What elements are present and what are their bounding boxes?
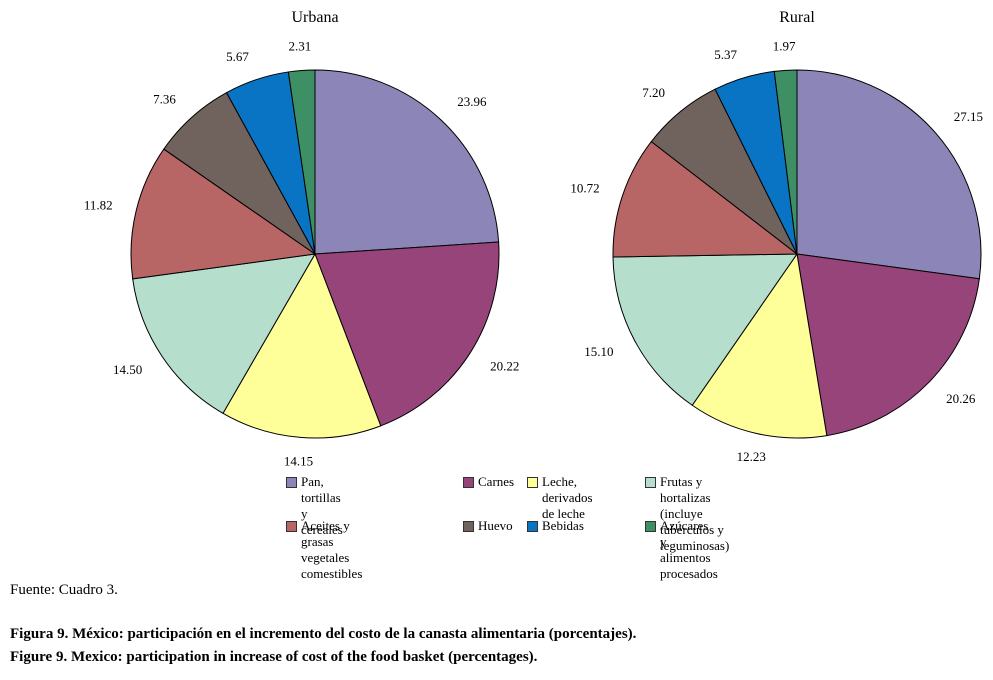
data-label-rural-5: 7.20 xyxy=(642,85,665,100)
legend-label: Pan, tortillas y cereales xyxy=(301,474,343,537)
legend-label: Azúcares y alimentos procesados xyxy=(660,518,718,581)
data-label-urbana-4: 11.82 xyxy=(84,198,113,213)
source-note: Fuente: Cuadro 3. xyxy=(10,582,118,598)
legend-label: Frutas y hortalizas (incluye tubérculos … xyxy=(660,474,730,553)
legend-label: Huevo xyxy=(478,518,513,533)
legend-swatch xyxy=(645,477,656,488)
slice-urbana-2 xyxy=(222,252,382,439)
data-label-urbana-3: 14.50 xyxy=(113,362,142,377)
data-label-rural-2: 12.23 xyxy=(737,449,766,464)
slice-rural-7 xyxy=(773,69,798,255)
slice-urbana-4 xyxy=(130,148,317,280)
data-label-rural-6: 5.37 xyxy=(714,47,737,62)
slice-rural-1 xyxy=(796,253,980,437)
legend-swatch xyxy=(645,521,656,532)
legend-swatch xyxy=(463,521,474,532)
chart-title-rural: Rural xyxy=(779,9,815,26)
legend-swatch xyxy=(286,521,297,532)
data-label-rural-0: 27.15 xyxy=(954,109,983,124)
data-label-urbana-0: 23.96 xyxy=(457,94,487,109)
data-label-urbana-5: 7.36 xyxy=(153,91,176,106)
data-label-rural-4: 10.72 xyxy=(570,181,599,196)
slice-rural-2 xyxy=(691,252,828,439)
slice-urbana-3 xyxy=(132,253,316,415)
legend-swatch xyxy=(527,477,538,488)
data-label-urbana-7: 2.31 xyxy=(289,39,312,54)
slice-rural-4 xyxy=(612,140,799,258)
data-label-rural-3: 15.10 xyxy=(584,344,613,359)
slice-rural-0 xyxy=(796,69,982,280)
legend-label: Aceites y grasas vegetales comestibles xyxy=(301,518,363,581)
legend-label: Carnes xyxy=(478,474,515,489)
caption-english: Figure 9. Mexico: participation in incre… xyxy=(10,649,538,665)
data-label-urbana-1: 20.22 xyxy=(490,358,519,373)
chart-title-urbana: Urbana xyxy=(291,9,338,26)
legend-label: Leche, derivados de leche xyxy=(542,474,593,521)
slice-rural-3 xyxy=(612,253,798,406)
data-label-urbana-6: 5.67 xyxy=(226,49,249,64)
slice-urbana-0 xyxy=(314,69,500,255)
pie-rural: Rural 27.15 20.26 12.23 15.10 10.72 7.20 5.37 1.… xyxy=(570,9,983,464)
pie-charts: Urbana 23.96 20.22 14.15 14.50 11.82 7.36 5.67 2… xyxy=(84,9,983,468)
data-label-rural-1: 20.26 xyxy=(946,391,976,406)
data-label-urbana-2: 14.15 xyxy=(284,453,313,468)
legend-swatch xyxy=(463,477,474,488)
slice-urbana-7 xyxy=(287,69,316,255)
legend-label: Bebidas xyxy=(542,518,584,533)
legend-swatch xyxy=(286,477,297,488)
data-label-rural-7: 1.97 xyxy=(773,38,796,53)
caption-spanish: Figura 9. México: participación en el in… xyxy=(10,626,637,642)
slice-urbana-1 xyxy=(314,241,500,427)
pie-urbana: Urbana 23.96 20.22 14.15 14.50 11.82 7.36 5.67 2… xyxy=(84,9,519,468)
legend-swatch xyxy=(527,521,538,532)
